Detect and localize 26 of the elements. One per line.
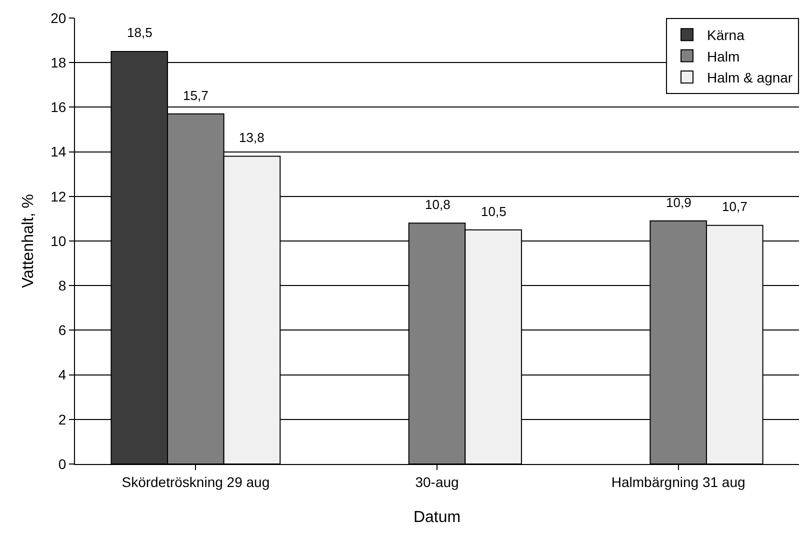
data-label: 10,7 <box>722 199 748 214</box>
x-tick-label: Halmbärgning 31 aug <box>611 474 746 490</box>
x-tick-label: Skördetröskning 29 aug <box>122 474 270 490</box>
y-tick-label: 12 <box>50 188 66 204</box>
data-label: 13,8 <box>239 130 264 145</box>
data-label: 15,7 <box>183 88 208 103</box>
x-axis-title: Datum <box>413 509 461 526</box>
y-tick-label: 14 <box>50 144 66 160</box>
y-tick-label: 0 <box>58 456 66 472</box>
data-label: 10,5 <box>481 204 506 219</box>
x-tick-label: 30-aug <box>415 474 459 490</box>
y-tick-label: 6 <box>58 322 66 338</box>
y-axis-title: Vattenhalt, % <box>20 194 37 288</box>
legend-label: Kärna <box>707 27 745 44</box>
legend-label: Halm <box>707 48 740 64</box>
y-tick-label: 16 <box>50 99 66 116</box>
y-tick-label: 2 <box>58 411 66 428</box>
y-tick-label: 10 <box>50 232 66 249</box>
y-tick-label: 4 <box>58 366 66 383</box>
data-label: 10,8 <box>425 197 450 212</box>
y-tick-label: 20 <box>50 10 66 26</box>
data-label: 10,9 <box>666 195 692 210</box>
data-label: 18,5 <box>127 25 152 40</box>
y-tick-label: 18 <box>50 54 66 70</box>
y-tick-label: 8 <box>58 278 66 294</box>
legend-label: Halm & agnar <box>707 69 793 86</box>
